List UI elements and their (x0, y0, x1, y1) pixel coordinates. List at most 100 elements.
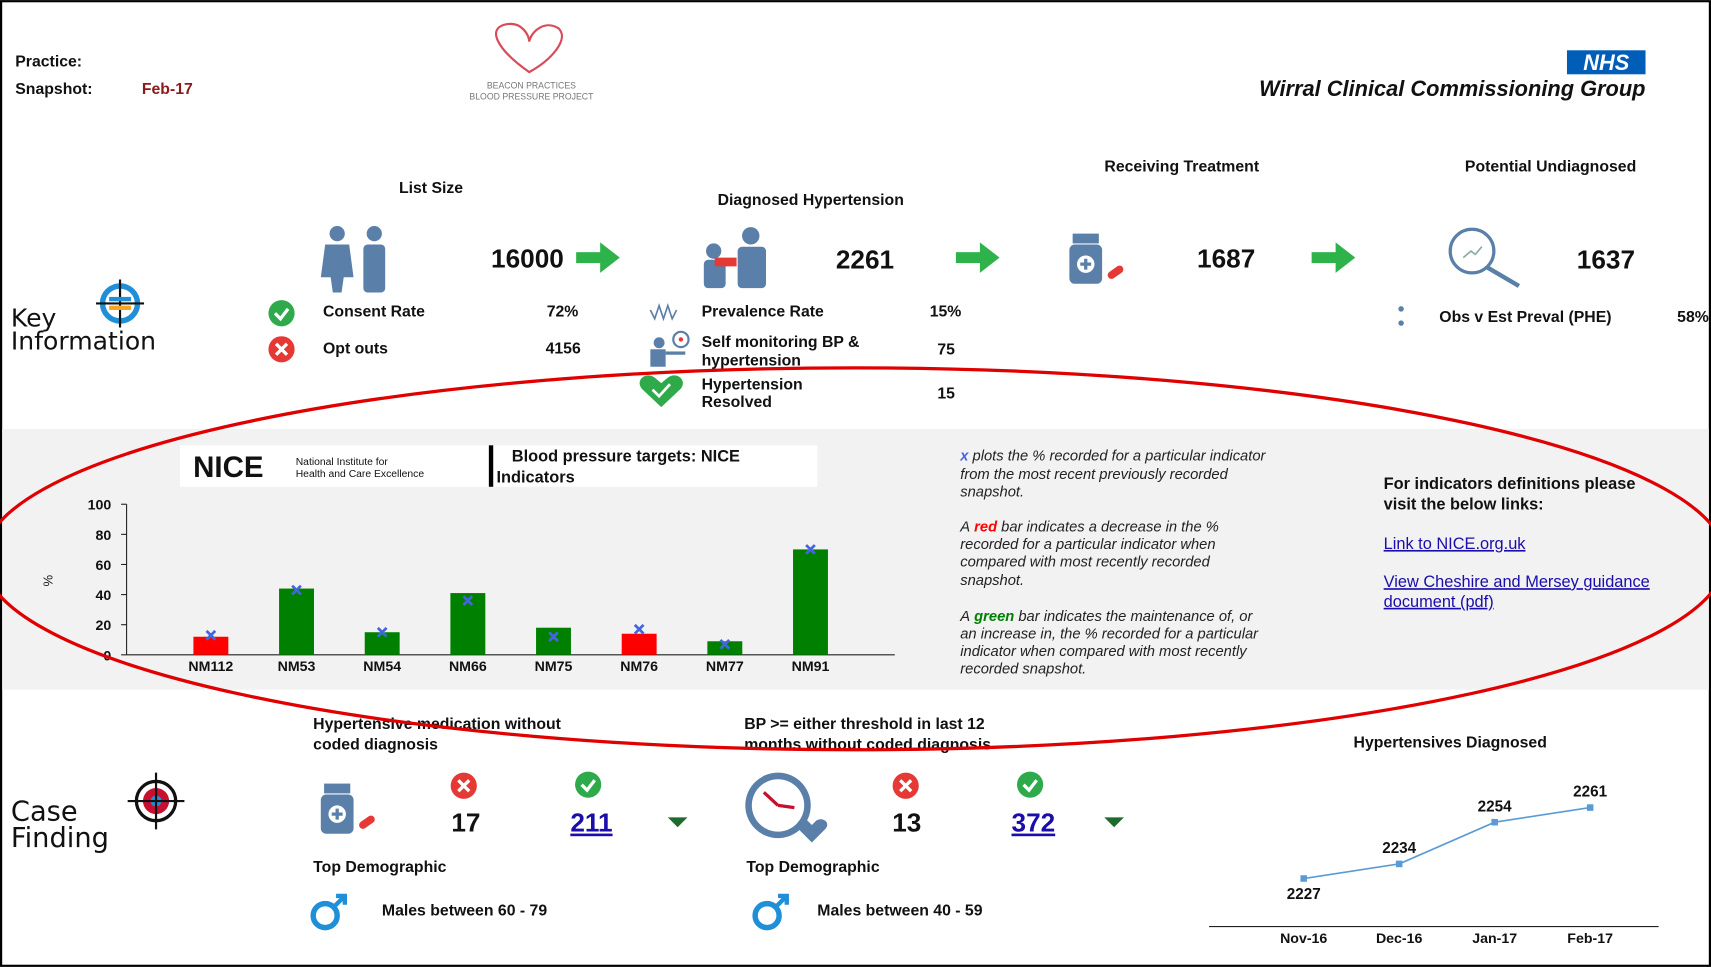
note-text: snapshot. (960, 573, 1024, 589)
logo-text: BEACON PRACTICES (487, 80, 576, 90)
metric-title: Diagnosed Hypertension (718, 192, 904, 209)
note-text: snapshot. (960, 485, 1024, 501)
red-count: 17 (451, 808, 480, 838)
y-tick-label: 20 (96, 618, 112, 634)
note-keyword: red (974, 520, 998, 536)
panel-title: coded diagnosis (313, 737, 438, 754)
metric-value: 1637 (1577, 245, 1635, 275)
panel-title: Hypertensive medication without (313, 716, 562, 733)
note-text: compared with most recently recorded (960, 554, 1210, 570)
metric-value: 4156 (546, 341, 581, 358)
note-text: A (959, 520, 970, 536)
green-count-link[interactable]: 372 (1012, 808, 1056, 838)
demographic: Males between 40 - 59 (817, 903, 982, 920)
green-count-link[interactable]: 211 (570, 808, 612, 838)
x-tick-label: Nov-16 (1280, 931, 1327, 947)
note-text: an increase in, the % recorded for a par… (960, 626, 1259, 642)
guidance-link[interactable]: View Cheshire and Mersey guidance (1384, 573, 1650, 591)
note-text: recorded snapshot. (960, 661, 1086, 677)
section-label: Information (11, 326, 156, 355)
nice-logo: NICE (193, 451, 263, 484)
chart-title: Hypertensives Diagnosed (1354, 735, 1547, 752)
bar (793, 549, 828, 654)
x-tick-label: Dec-16 (1376, 931, 1423, 947)
x-tick-label: NM91 (792, 659, 830, 675)
note: A red bar indicates a decrease in the % (959, 520, 1219, 536)
chart-title: Blood pressure targets: NICE (512, 448, 740, 466)
metric-label: Consent Rate (323, 304, 425, 321)
metric-value: 58% (1677, 309, 1709, 326)
nice-link[interactable]: Link to NICE.org.uk (1384, 535, 1527, 553)
metric-value: 2261 (836, 245, 894, 275)
bar (365, 632, 400, 655)
guidance-link[interactable]: document (pdf) (1384, 593, 1494, 611)
note: x plots the % recorded for a particular … (959, 449, 1266, 465)
bar (622, 634, 657, 655)
cross-icon (451, 773, 477, 799)
metric-label: Resolved (702, 394, 772, 411)
ccg-name: Wirral Clinical Commissioning Group (1259, 76, 1645, 101)
note-text: recorded for a particular indicator when (960, 537, 1215, 553)
x-tick-label: NM75 (535, 659, 573, 675)
note: A green bar indicates the maintenance of… (959, 609, 1253, 625)
note-text: plots the % recorded for a particular in… (972, 449, 1267, 465)
links-intro: For indicators definitions please (1384, 475, 1636, 493)
metric-label: Self monitoring BP & (702, 334, 860, 351)
metric-value: 72% (547, 304, 579, 321)
data-label: 2254 (1478, 798, 1512, 815)
dashboard: Practice: Snapshot: Feb-17 BEACON PRACTI… (0, 0, 1711, 967)
bar (279, 589, 314, 655)
practice-label: Practice: (15, 54, 82, 71)
note-text: A (959, 609, 970, 625)
x-tick-label: NM66 (449, 659, 487, 675)
metric-label: Hypertension (702, 377, 803, 394)
cross-icon (268, 336, 294, 362)
links-intro: visit the below links: (1384, 496, 1544, 514)
point (1587, 804, 1594, 811)
x-tick-label: Feb-17 (1567, 931, 1613, 947)
metric-value: 15 (937, 385, 955, 402)
divider (489, 445, 493, 486)
x-tick-label: NM77 (706, 659, 744, 675)
x-tick-label: NM112 (188, 659, 233, 675)
metric-label: Obs v Est Preval (PHE) (1439, 309, 1611, 326)
data-label: 2261 (1573, 784, 1607, 801)
note-keyword: green (973, 609, 1014, 625)
y-axis-label: % (40, 574, 55, 586)
note-text: indicator when compared with most recent… (960, 644, 1248, 660)
point (1396, 861, 1403, 868)
metric-title: List Size (399, 180, 463, 197)
note-keyword: x (959, 449, 969, 465)
demographic: Males between 60 - 79 (382, 903, 547, 920)
y-tick-label: 40 (96, 588, 112, 604)
metric-value: 16000 (491, 243, 564, 273)
metric-title: Receiving Treatment (1104, 158, 1259, 175)
logo-text: BLOOD PRESSURE PROJECT (469, 91, 594, 101)
note-text: from the most recent previously recorded (960, 467, 1228, 483)
chart-title: Indicators (496, 468, 574, 486)
metric-label: Prevalence Rate (702, 304, 824, 321)
page: { "header": { "practice_label": "Practic… (0, 0, 1711, 967)
data-label: 2234 (1382, 840, 1416, 857)
check-icon (268, 300, 294, 326)
metric-value: 1687 (1197, 243, 1255, 273)
metric-label: Opt outs (323, 341, 388, 358)
note-text: bar indicates a decrease in the % (1001, 520, 1219, 536)
demographic-title: Top Demographic (313, 859, 446, 876)
metric-value: 15% (930, 304, 962, 321)
red-count: 13 (892, 808, 921, 838)
note-text: bar indicates the maintenance of, or (1018, 609, 1253, 625)
point (1491, 819, 1498, 826)
y-tick-label: 80 (96, 528, 112, 544)
bar (193, 637, 228, 655)
y-tick-label: 100 (88, 498, 112, 514)
x-tick-label: NM76 (620, 659, 658, 675)
metric-title: Potential Undiagnosed (1465, 158, 1636, 175)
nice-logo-text: Health and Care Excellence (296, 469, 425, 480)
section-label: Finding (11, 823, 109, 854)
nice-logo-text: National Institute for (296, 457, 389, 468)
demographic-title: Top Demographic (746, 859, 879, 876)
y-tick-label: 60 (96, 558, 112, 574)
check-icon (575, 772, 601, 798)
point (1300, 875, 1307, 882)
